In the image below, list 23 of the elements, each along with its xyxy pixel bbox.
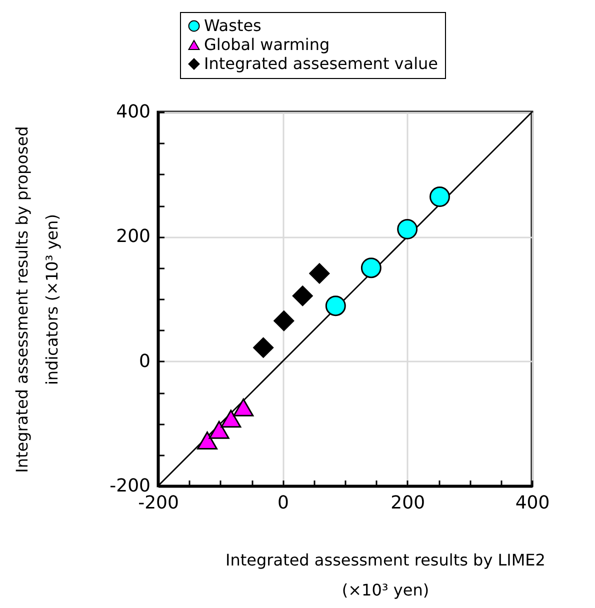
point <box>220 410 242 428</box>
x-axis-title: Integrated assessment results by LIME2 (×10³ yen) <box>226 550 546 600</box>
point <box>208 420 230 439</box>
y-tick-label: 400 <box>116 102 150 122</box>
point <box>397 218 418 240</box>
point <box>197 432 218 450</box>
point <box>233 398 254 416</box>
point <box>274 310 294 332</box>
point <box>292 286 313 306</box>
point <box>430 186 450 207</box>
point <box>253 337 274 358</box>
x-tick-label: 400 <box>515 492 550 514</box>
y-tick-label: 200 <box>116 226 150 248</box>
point <box>360 258 382 278</box>
legend-label: Integrated assesement value <box>204 54 438 73</box>
legend-label: Global warming <box>204 35 330 54</box>
x-tick-label: 200 <box>390 492 426 514</box>
legend-label: Wastes <box>204 16 262 35</box>
x-tick-label: 0 <box>277 492 289 514</box>
y-tick-label: 0 <box>139 350 150 372</box>
point <box>325 296 346 316</box>
point <box>309 263 330 284</box>
y-axis-title: Integrated assessment results by proposed indicators (×10³ yen) <box>12 126 62 473</box>
